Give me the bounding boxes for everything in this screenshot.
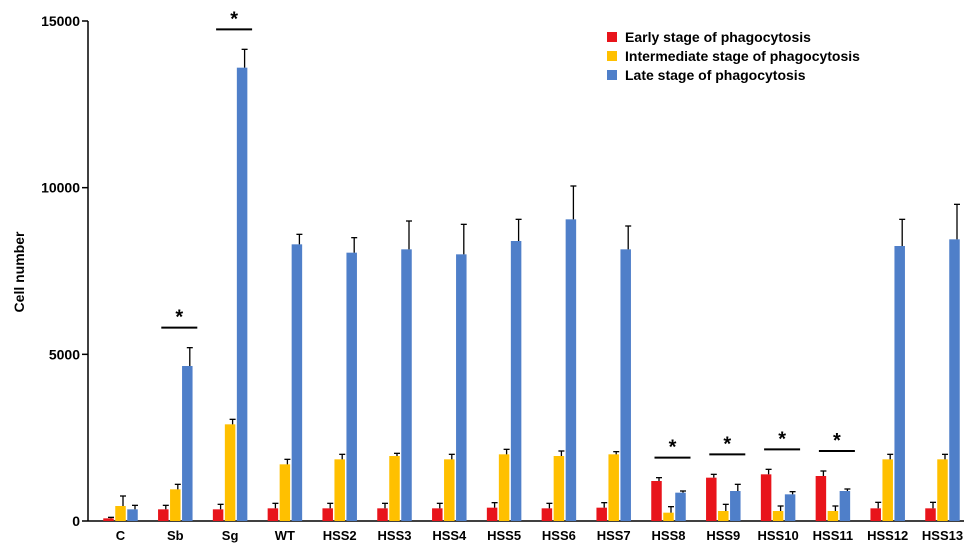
bar [882, 459, 893, 521]
bar [236, 67, 248, 522]
bar [553, 456, 565, 521]
bar [401, 249, 412, 522]
bars-layer [103, 67, 960, 522]
x-tick-label: HSS12 [867, 528, 908, 543]
significance-star: * [230, 8, 238, 30]
y-tick-label: 15000 [41, 13, 80, 29]
x-tick-label: HSS13 [922, 528, 963, 543]
bar [772, 511, 784, 521]
bar [389, 456, 400, 521]
legend-label: Late stage of phagocytosis [625, 67, 806, 83]
x-tick-label: HSS5 [487, 528, 521, 543]
bar [170, 489, 181, 521]
bar [432, 508, 443, 521]
significance-star: * [175, 307, 183, 329]
bar [115, 506, 126, 521]
x-tick-label: HSS8 [652, 528, 686, 543]
x-tick-label: HSS7 [597, 528, 631, 543]
legend-swatch [607, 51, 617, 61]
bar [103, 518, 114, 521]
legend-label: Early stage of phagocytosis [625, 29, 811, 45]
legend: Early stage of phagocytosis Intermediate … [607, 29, 860, 83]
bar [730, 491, 741, 521]
bar [346, 252, 357, 521]
axes: 0 5000 10000 15000 C Sb Sg WT HSS2 HSS3 HSS4 HSS5 HS… [41, 13, 964, 543]
bar [127, 509, 138, 521]
bar [663, 512, 674, 521]
bar [267, 508, 279, 521]
bar [212, 509, 224, 521]
bar [925, 508, 936, 521]
bar [291, 244, 303, 522]
x-tick-label: Sb [167, 528, 184, 543]
bar [377, 508, 388, 521]
x-tick-label: HSS10 [757, 528, 798, 543]
x-tick-label: HSS3 [378, 528, 412, 543]
bar [444, 459, 455, 521]
bar [608, 454, 619, 521]
bar [322, 508, 333, 521]
bar [706, 477, 717, 521]
bar [596, 507, 607, 521]
bar [718, 511, 729, 521]
bar [224, 424, 236, 521]
bar [456, 254, 467, 522]
bar [760, 474, 772, 521]
bar [541, 508, 553, 521]
x-tick-label: HSS9 [706, 528, 740, 543]
bar [182, 366, 193, 521]
bar [510, 241, 522, 521]
significance-star: * [833, 430, 841, 452]
y-tick-label: 5000 [49, 346, 80, 362]
significance-star: * [669, 437, 677, 459]
bar [784, 494, 796, 521]
bar [894, 246, 905, 521]
legend-swatch [607, 70, 617, 80]
legend-swatch [607, 32, 617, 42]
bar [158, 509, 169, 521]
significance-layer: * * * * * * [161, 8, 855, 459]
significance-star: * [778, 428, 786, 450]
bar [870, 508, 881, 521]
bar [334, 459, 345, 521]
bar [815, 476, 827, 521]
x-tick-label: Sg [222, 528, 239, 543]
x-tick-label: HSS11 [813, 528, 853, 543]
bar [498, 454, 510, 521]
y-axis-title: Cell number [11, 231, 27, 312]
bar [565, 219, 577, 522]
x-tick-label: HSS2 [323, 528, 357, 543]
x-tick-label: HSS6 [542, 528, 576, 543]
legend-label: Intermediate stage of phagocytosis [625, 48, 860, 64]
x-tick-label: WT [275, 528, 295, 543]
bar [839, 491, 851, 521]
x-tick-label: HSS4 [432, 528, 467, 543]
bar [486, 507, 498, 521]
bar [949, 239, 960, 522]
significance-star: * [723, 433, 731, 455]
error-bars-layer [108, 48, 960, 519]
bar [675, 492, 686, 521]
x-tick-label: C [116, 528, 126, 543]
bar [279, 464, 291, 521]
y-tick-label: 10000 [41, 180, 80, 196]
bar [620, 249, 631, 522]
bar [827, 511, 839, 521]
bar [651, 481, 662, 521]
bar [937, 459, 948, 521]
y-tick-label: 0 [72, 513, 80, 529]
